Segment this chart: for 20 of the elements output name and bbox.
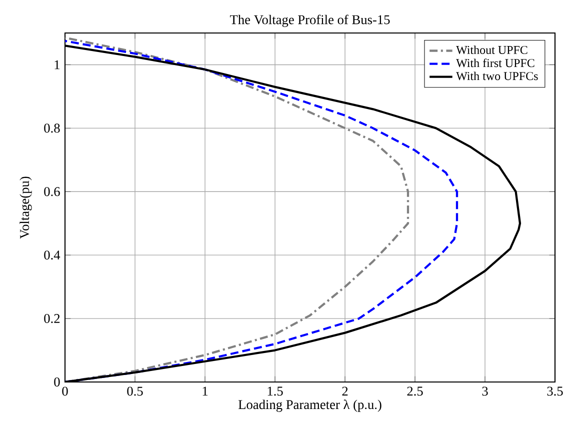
x-tick-label: 0.5 bbox=[127, 386, 143, 396]
legend-label: With two UPFCs bbox=[456, 72, 538, 80]
y-tick-label: 0.2 bbox=[44, 314, 60, 324]
y-tick-label: 1 bbox=[54, 60, 60, 70]
y-tick-label: 0.4 bbox=[44, 250, 60, 260]
legend-label: With first UPFC bbox=[456, 58, 534, 68]
y-tick-label: 0.8 bbox=[44, 124, 60, 133]
x-tick-label: 0 bbox=[62, 386, 68, 396]
x-tick-label: 1 bbox=[202, 386, 208, 396]
legend-label: Without UPFC bbox=[456, 46, 528, 54]
x-tick-label: 2 bbox=[342, 386, 348, 396]
x-tick-label: 2.5 bbox=[407, 386, 423, 396]
x-tick-label: 1.5 bbox=[268, 386, 283, 396]
x-tick-label: 3.5 bbox=[547, 386, 563, 396]
y-tick-label: 0 bbox=[54, 378, 60, 386]
y-tick-label: 0.6 bbox=[44, 187, 60, 196]
y-axis-title: Voltage(pu) bbox=[20, 176, 32, 239]
chart-title: The Voltage Profile of Bus-15 bbox=[230, 14, 390, 27]
x-axis-title: Loading Parameter λ (p.u.) bbox=[238, 400, 382, 412]
x-tick-label: 3 bbox=[482, 386, 488, 396]
